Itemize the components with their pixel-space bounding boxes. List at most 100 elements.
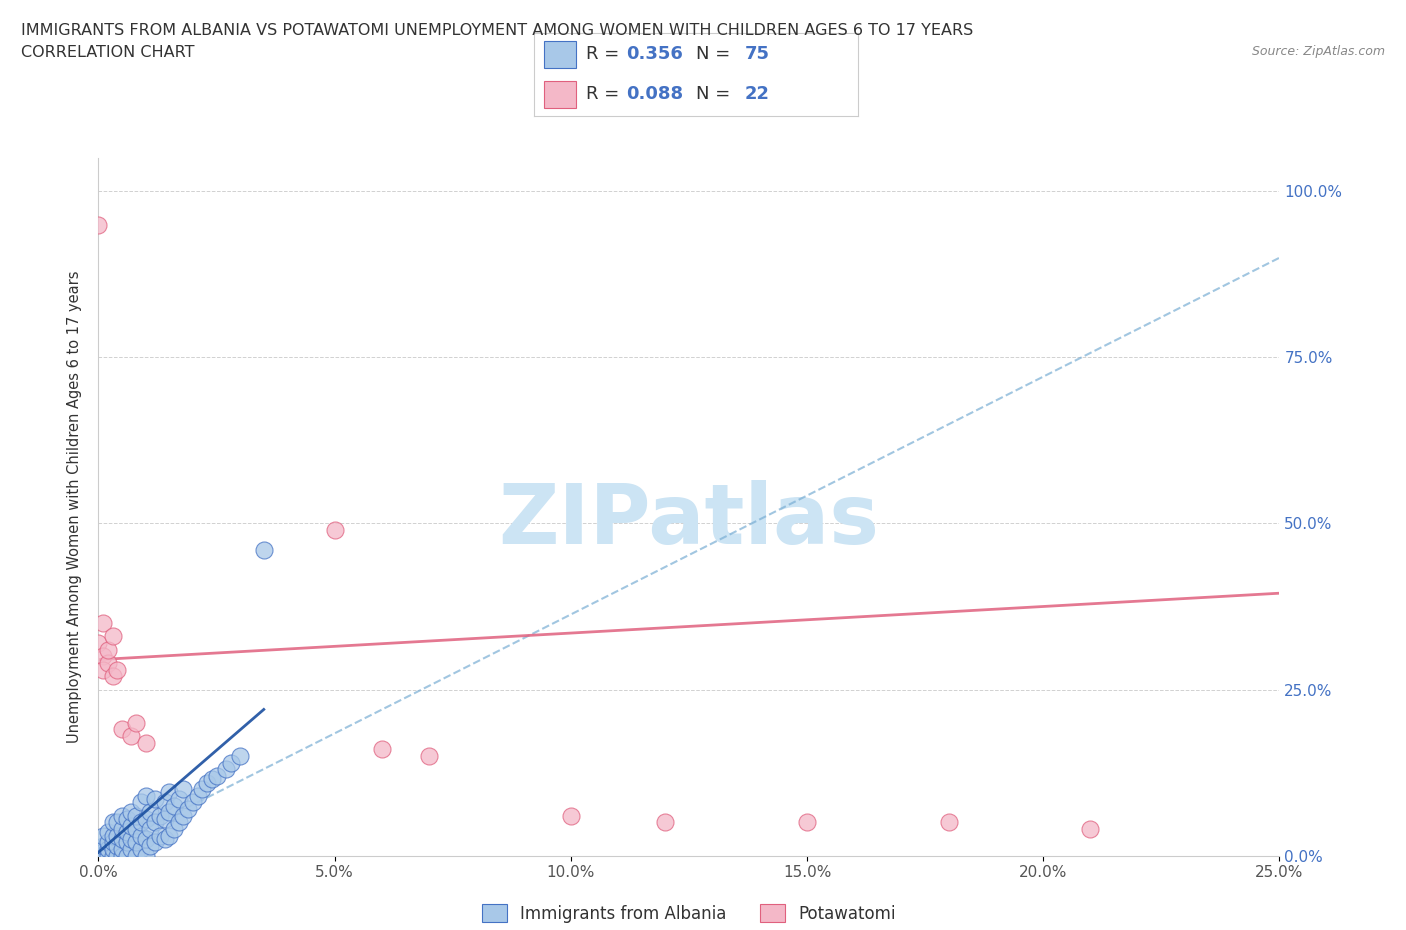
Point [153, 812, 176, 827]
Point [121, 842, 143, 857]
Point [87, 217, 110, 232]
Point [172, 782, 194, 797]
Point [129, 842, 152, 857]
Point [143, 791, 166, 806]
Point [91, 662, 114, 677]
Point [143, 835, 166, 850]
Point [91, 616, 114, 631]
Text: 75: 75 [745, 46, 769, 63]
Point [796, 815, 818, 830]
Point [91, 829, 114, 844]
Point [157, 829, 180, 844]
Point [371, 742, 394, 757]
Point [143, 815, 166, 830]
Point [101, 842, 124, 857]
Point [181, 795, 204, 810]
Point [163, 798, 186, 813]
Point [101, 848, 124, 863]
Point [105, 838, 128, 853]
Point [115, 848, 138, 863]
Point [101, 629, 124, 644]
FancyBboxPatch shape [544, 81, 576, 108]
Point [129, 829, 152, 844]
Text: CORRELATION CHART: CORRELATION CHART [21, 45, 194, 60]
Point [91, 844, 114, 859]
Point [195, 775, 218, 790]
Text: R =: R = [586, 46, 626, 63]
Legend: Immigrants from Albania, Potawatomi: Immigrants from Albania, Potawatomi [474, 897, 904, 930]
Text: 22: 22 [745, 86, 769, 103]
Point [153, 831, 176, 846]
Point [201, 772, 224, 787]
Point [97, 643, 120, 658]
Point [253, 542, 276, 557]
Point [215, 762, 238, 777]
Point [111, 808, 134, 823]
Text: R =: R = [586, 86, 626, 103]
Point [87, 635, 110, 650]
Point [1080, 821, 1102, 836]
Point [91, 848, 114, 863]
Point [149, 829, 172, 844]
Point [87, 848, 110, 863]
Point [101, 815, 124, 830]
Point [219, 755, 242, 770]
Point [115, 835, 138, 850]
Point [139, 805, 162, 820]
Point [418, 749, 440, 764]
Point [135, 812, 157, 827]
Text: Source: ZipAtlas.com: Source: ZipAtlas.com [1251, 45, 1385, 58]
Text: N =: N = [696, 46, 735, 63]
Point [157, 805, 180, 820]
Point [135, 736, 157, 751]
Point [125, 808, 148, 823]
FancyBboxPatch shape [544, 41, 576, 68]
Point [97, 656, 120, 671]
Point [101, 835, 124, 850]
Point [105, 829, 128, 844]
Y-axis label: Unemployment Among Women with Children Ages 6 to 17 years: Unemployment Among Women with Children A… [67, 271, 83, 743]
Point [938, 815, 960, 830]
Point [135, 789, 157, 804]
Point [139, 821, 162, 836]
Point [97, 848, 120, 863]
Text: 0.356: 0.356 [627, 46, 683, 63]
Point [115, 812, 138, 827]
Point [121, 728, 143, 743]
Point [129, 815, 152, 830]
Point [129, 795, 152, 810]
Point [105, 848, 128, 863]
Point [111, 722, 134, 737]
Point [125, 821, 148, 836]
Point [135, 848, 157, 863]
Point [167, 791, 190, 806]
Point [139, 838, 162, 853]
Point [125, 835, 148, 850]
Point [177, 802, 200, 817]
Text: N =: N = [696, 86, 735, 103]
Point [115, 825, 138, 840]
Text: ZIPatlas: ZIPatlas [499, 480, 879, 562]
Point [187, 789, 209, 804]
Point [167, 815, 190, 830]
Point [111, 831, 134, 846]
Point [121, 818, 143, 833]
Point [135, 831, 157, 846]
Point [560, 808, 582, 823]
Point [105, 815, 128, 830]
Point [91, 649, 114, 664]
Text: IMMIGRANTS FROM ALBANIA VS POTAWATOMI UNEMPLOYMENT AMONG WOMEN WITH CHILDREN AGE: IMMIGRANTS FROM ALBANIA VS POTAWATOMI UN… [21, 23, 973, 38]
Point [323, 523, 346, 538]
Text: 0.088: 0.088 [627, 86, 683, 103]
Point [191, 782, 214, 797]
Point [153, 795, 176, 810]
Point [105, 662, 128, 677]
Point [205, 768, 228, 783]
Point [157, 785, 180, 800]
Point [172, 808, 194, 823]
Point [125, 848, 148, 863]
Point [654, 815, 676, 830]
Point [91, 838, 114, 853]
Point [121, 805, 143, 820]
Point [229, 749, 252, 764]
